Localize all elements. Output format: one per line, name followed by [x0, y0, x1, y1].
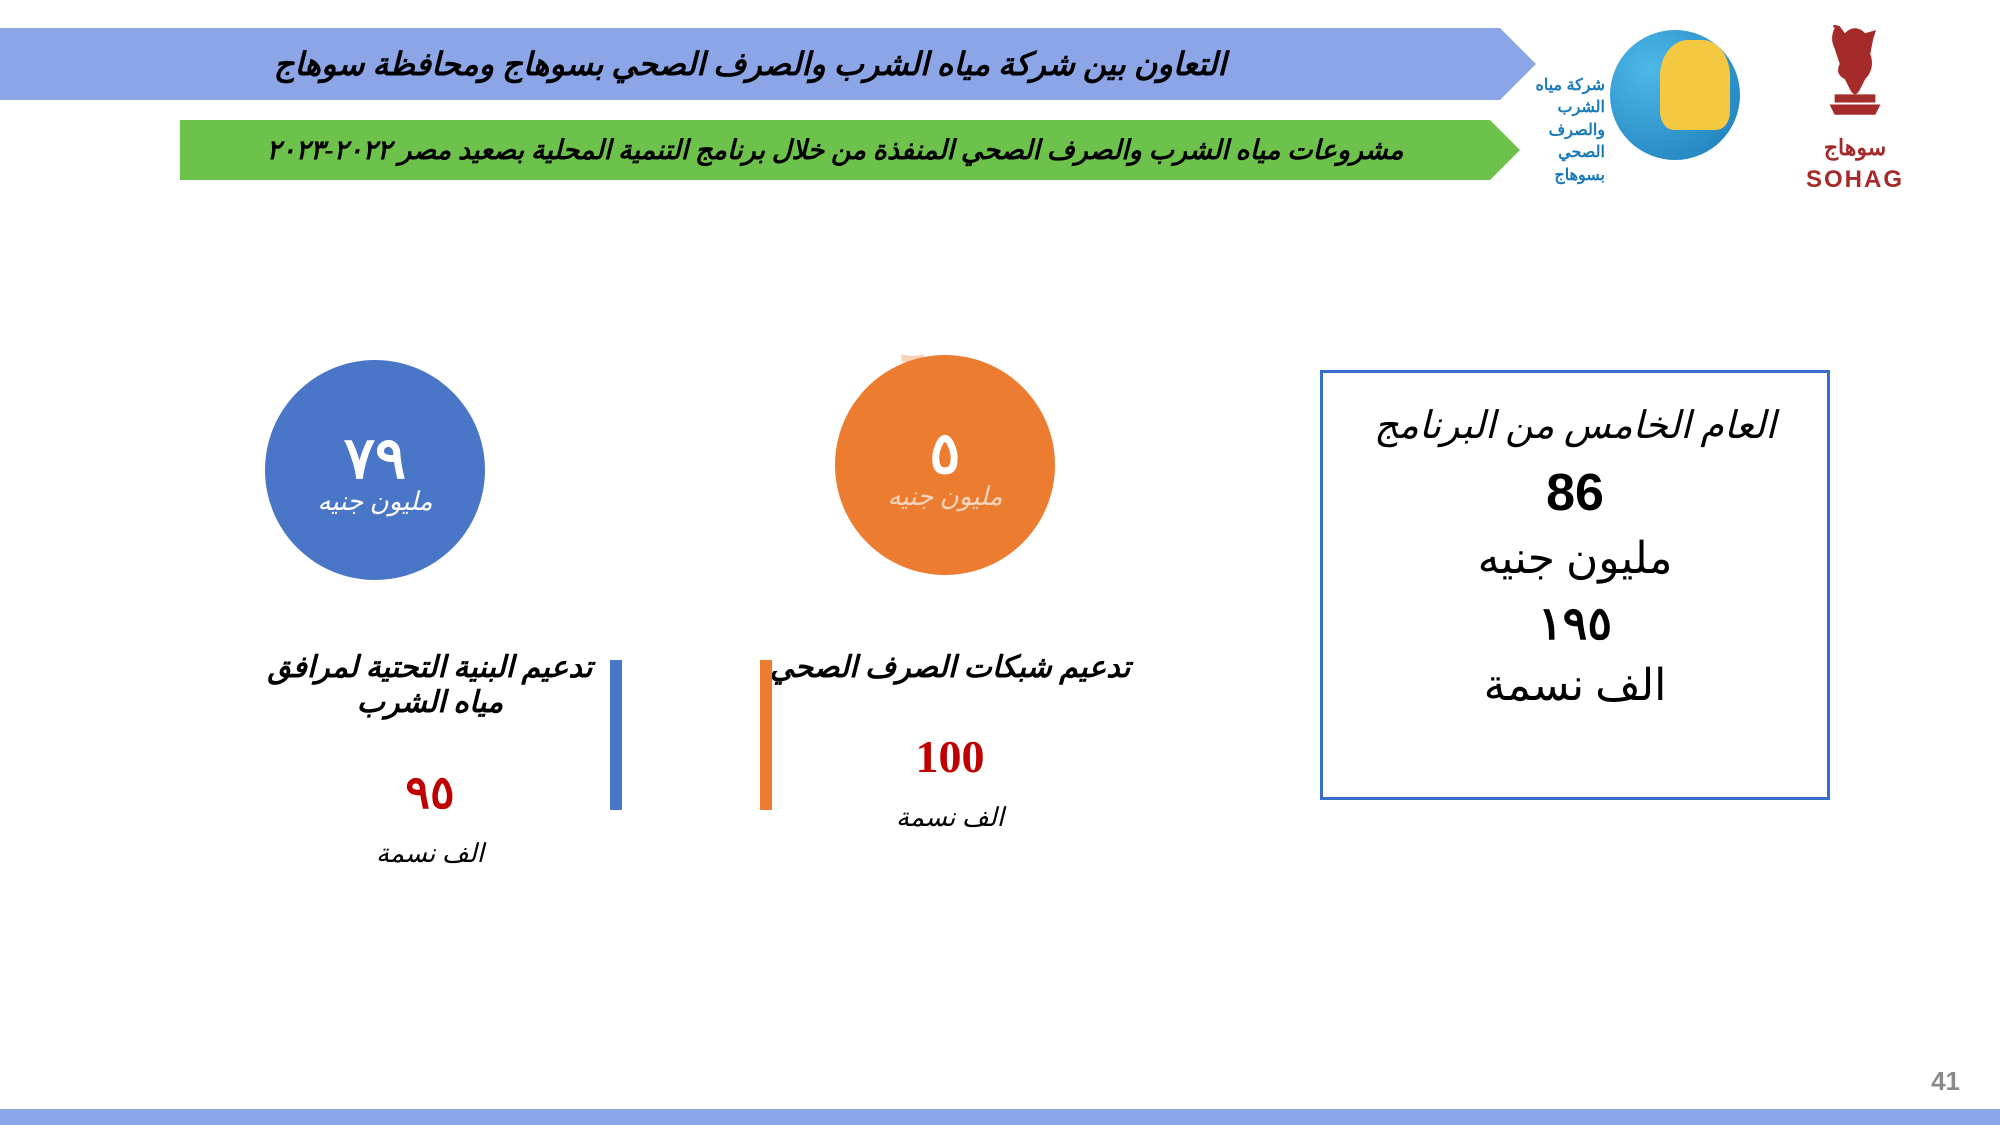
- blue-vertical-bar: [610, 660, 622, 810]
- summary-value1: 86: [1343, 463, 1807, 523]
- sohag-logo-text-ar: سوهاج: [1780, 135, 1930, 161]
- blue-info-unit: الف نسمة: [240, 839, 620, 869]
- summary-unit1: مليون جنيه: [1343, 533, 1807, 584]
- pharaoh-icon: [1660, 40, 1730, 130]
- water-circle-icon: [1610, 30, 1740, 160]
- blue-info-number: ٩٥: [240, 765, 620, 819]
- orange-stat-circle: ٥ مليون جنيه: [835, 355, 1055, 575]
- green-banner-text: مشروعات مياه الشرب والصرف الصحي المنفذة …: [267, 135, 1404, 166]
- sohag-logo-text-en: SOHAG: [1780, 166, 1930, 194]
- orange-info-title: تدعيم شبكات الصرف الصحي: [760, 650, 1140, 685]
- orange-info-number: 100: [760, 730, 1140, 783]
- water-company-logo: شركة مياه الشرب والصرف الصحي بسوهاج: [1530, 30, 1740, 180]
- page-number: 41: [1931, 1066, 1960, 1097]
- blue-stat-circle: ٧٩ مليون جنيه: [265, 360, 485, 580]
- summary-unit2: الف نسمة: [1343, 660, 1807, 711]
- blue-info-block: تدعيم البنية التحتية لمرافق مياه الشرب ٩…: [240, 650, 620, 869]
- footer-bar: [0, 1109, 2000, 1125]
- orange-circle-unit: مليون جنيه: [887, 482, 1002, 512]
- green-subtitle-banner: مشروعات مياه الشرب والصرف الصحي المنفذة …: [180, 120, 1490, 180]
- summary-title: العام الخامس من البرنامج: [1343, 403, 1807, 448]
- blue-info-title: تدعيم البنية التحتية لمرافق مياه الشرب: [240, 650, 620, 720]
- water-company-text: شركة مياه الشرب والصرف الصحي بسوهاج: [1525, 75, 1605, 187]
- blue-title-banner: التعاون بين شركة مياه الشرب والصرف الصحي…: [0, 28, 1500, 100]
- orange-vertical-bar: [760, 660, 772, 810]
- orange-circle-value: ٥: [929, 419, 960, 487]
- sohag-logo: سوهاج SOHAG: [1780, 18, 1930, 178]
- blue-circle-value: ٧٩: [344, 424, 406, 492]
- blue-circle-unit: مليون جنيه: [317, 487, 432, 517]
- orange-info-block: تدعيم شبكات الصرف الصحي 100 الف نسمة: [760, 650, 1140, 833]
- summary-value2: ١٩٥: [1343, 596, 1807, 650]
- summary-box: العام الخامس من البرنامج 86 مليون جنيه ١…: [1320, 370, 1830, 800]
- blue-banner-text: التعاون بين شركة مياه الشرب والصرف الصحي…: [274, 45, 1226, 83]
- orange-info-unit: الف نسمة: [760, 803, 1140, 833]
